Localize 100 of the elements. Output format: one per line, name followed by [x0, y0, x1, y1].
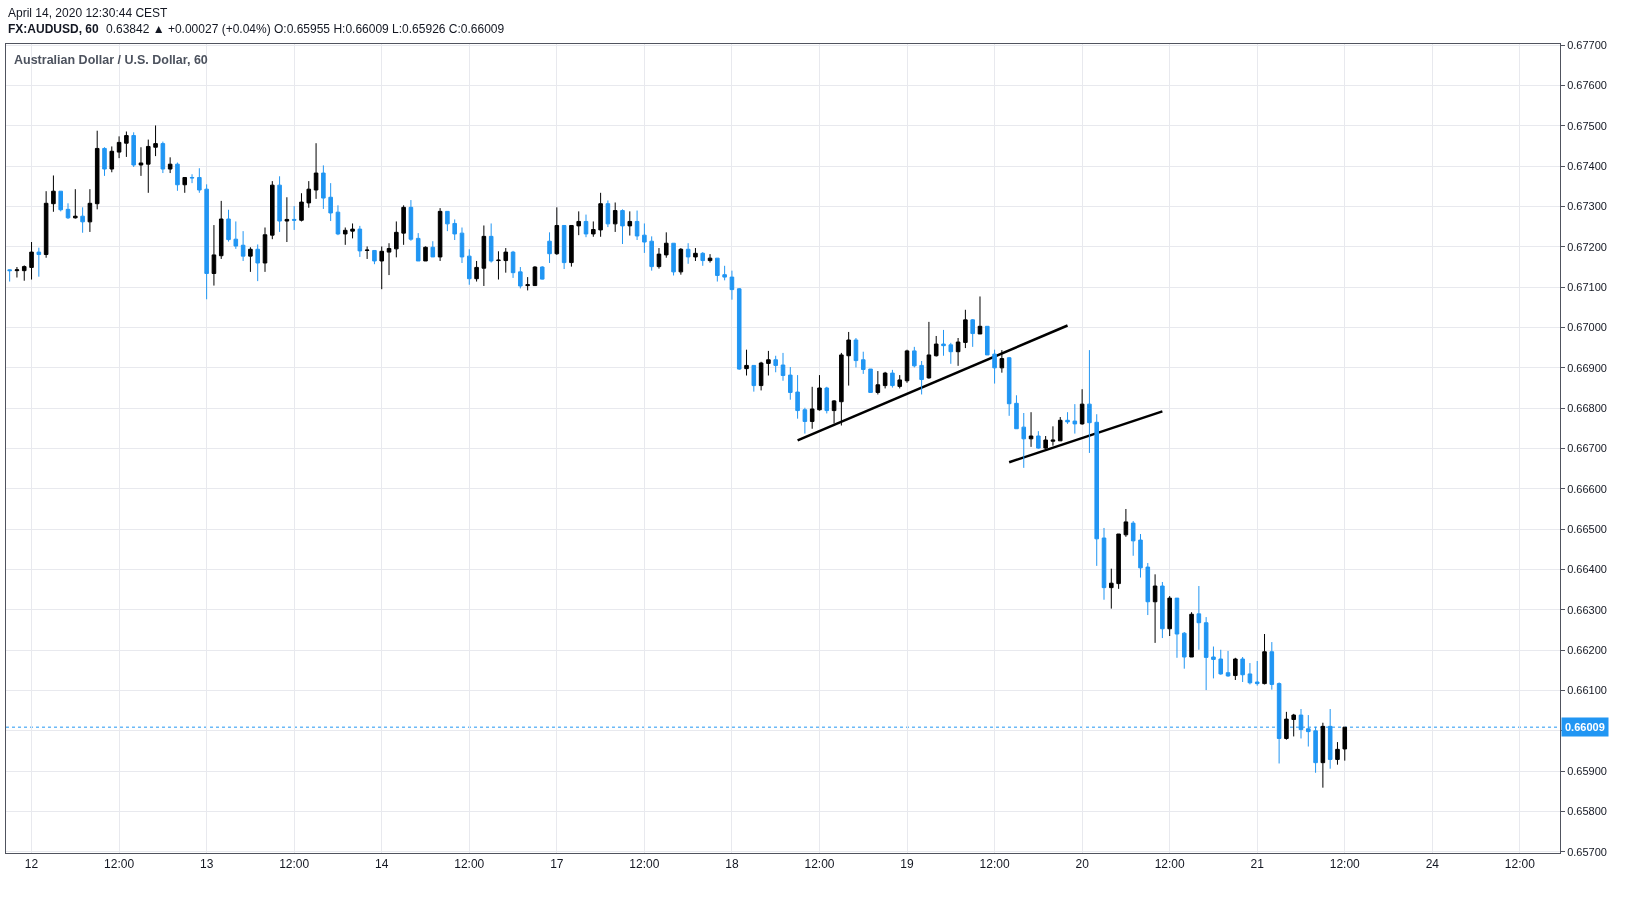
x-tick-label: 24 — [1425, 857, 1440, 872]
candlestick — [116, 135, 122, 159]
candlestick — [1050, 425, 1056, 447]
candlestick — [766, 350, 771, 376]
candlestick — [518, 266, 523, 289]
candlestick — [824, 386, 830, 414]
candlestick — [751, 364, 757, 393]
candlestick — [160, 141, 166, 174]
candlestick — [627, 210, 633, 237]
candlestick — [342, 227, 348, 246]
candlestick — [415, 232, 421, 262]
y-tick-label: 0.67000 — [1567, 321, 1607, 334]
candlestick — [452, 218, 457, 241]
candlestick — [758, 361, 764, 391]
candlestick — [620, 208, 625, 245]
candlestick — [1123, 508, 1129, 538]
candlestick — [1174, 597, 1180, 659]
candlestick — [299, 192, 304, 222]
candlestick — [255, 243, 260, 282]
candlestick — [561, 224, 567, 270]
y-tick-label: 0.66900 — [1567, 361, 1607, 374]
candlestick — [379, 245, 385, 290]
candlestick — [408, 199, 414, 242]
x-tick-label: 18 — [725, 857, 739, 872]
y-tick-label: 0.66700 — [1567, 442, 1607, 455]
candlestick — [350, 222, 355, 239]
candlestick — [1160, 581, 1165, 639]
text: April 14, 2020 12:30:44 CEST — [8, 6, 169, 20]
candlestick — [853, 337, 859, 368]
candlestick — [591, 220, 596, 238]
candlestick — [598, 192, 603, 238]
candlestick — [715, 257, 720, 283]
candlestick — [1211, 646, 1216, 679]
candlestick — [722, 265, 727, 281]
candlestick — [1218, 649, 1224, 676]
y-tick-label: 0.66400 — [1567, 563, 1607, 576]
y-tick-label: 0.66300 — [1567, 603, 1607, 616]
candlestick — [729, 270, 735, 301]
candlestick — [1021, 412, 1027, 469]
candlestick — [218, 200, 224, 260]
candlestick — [51, 174, 56, 213]
y-tick-label: 0.67600 — [1567, 79, 1607, 92]
y-tick-label: 0.65700 — [1567, 845, 1607, 858]
candlestick — [1276, 681, 1282, 764]
candlestick — [890, 369, 895, 389]
candlestick — [1320, 722, 1326, 789]
candlestick — [335, 204, 341, 236]
candlestick — [65, 202, 71, 220]
candlestick — [525, 276, 530, 291]
candlestick — [240, 230, 246, 262]
candlestick — [992, 349, 997, 385]
y-tick-label: 0.67100 — [1567, 281, 1607, 294]
candlestick — [999, 349, 1005, 374]
y-tick-label: 0.66600 — [1567, 482, 1607, 495]
candlestick — [423, 245, 428, 262]
candlestick — [700, 251, 706, 267]
candlestick — [1116, 533, 1121, 590]
x-tick-label: 12:00 — [1504, 857, 1536, 872]
candlestick — [984, 325, 990, 356]
candlestick — [882, 371, 888, 389]
candlestick — [1262, 633, 1267, 685]
annotation: Australian Dollar / U.S. Dollar, 60 — [14, 53, 208, 67]
candlestick — [87, 188, 93, 233]
candlestick — [612, 201, 618, 233]
y-tick-label: 0.66800 — [1567, 402, 1607, 415]
candlestick — [1189, 611, 1194, 658]
x-tick-label: 13 — [199, 857, 214, 872]
candlestick — [897, 374, 903, 389]
candlestick — [182, 176, 188, 194]
x-tick-label: 19 — [900, 857, 915, 872]
candlestick — [445, 210, 450, 232]
candlestick — [1152, 573, 1158, 644]
candlestick — [145, 139, 151, 194]
y-tick-label: 0.67400 — [1567, 160, 1607, 173]
candlestick — [372, 249, 377, 265]
candlestick — [21, 264, 27, 282]
candlestick — [839, 352, 844, 427]
candlestick — [306, 180, 312, 209]
candlestick — [1342, 726, 1348, 762]
candlestick — [970, 318, 975, 348]
candlestick — [175, 162, 180, 192]
y-tick-label: 0.67700 — [1567, 39, 1607, 52]
candlestick — [58, 190, 64, 212]
y-tick-label: 0.67300 — [1567, 200, 1607, 213]
candlestick — [642, 222, 647, 254]
candlestick — [1240, 656, 1245, 683]
x-tick-label: 12:00 — [1154, 857, 1186, 872]
candlestick — [102, 146, 107, 177]
candlestick — [1006, 356, 1012, 417]
candlestick — [510, 250, 516, 279]
candlestick — [262, 227, 268, 273]
ref-line-label: 0.66009 — [1565, 721, 1605, 733]
candlestick — [1225, 650, 1231, 678]
candlestick — [1130, 520, 1136, 557]
candlestick — [153, 124, 158, 157]
candlestick — [1145, 562, 1151, 616]
candlestick — [124, 131, 129, 158]
x-tick-label: 14 — [375, 857, 389, 872]
candlestick — [1079, 388, 1085, 426]
candlestick — [736, 287, 742, 371]
